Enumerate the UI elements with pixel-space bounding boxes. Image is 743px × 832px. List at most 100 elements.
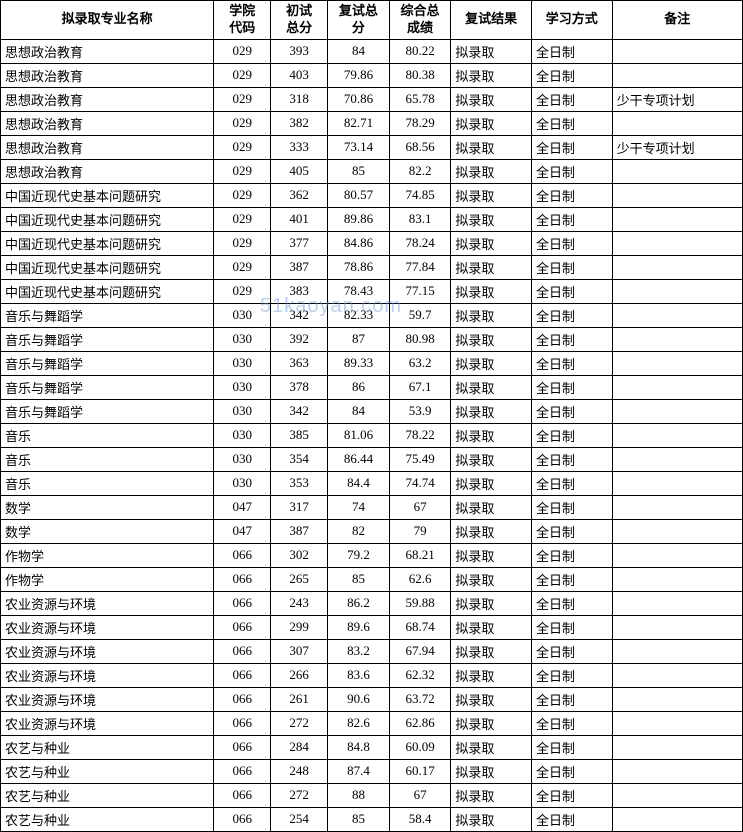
cell-score3: 78.24	[389, 231, 451, 255]
cell-major: 思想政治教育	[1, 135, 214, 159]
cell-remark	[612, 159, 742, 183]
cell-mode: 全日制	[531, 759, 612, 783]
cell-score3: 74.74	[389, 471, 451, 495]
cell-major: 音乐	[1, 447, 214, 471]
cell-mode: 全日制	[531, 591, 612, 615]
cell-remark	[612, 231, 742, 255]
cell-major: 作物学	[1, 567, 214, 591]
cell-score3: 67	[389, 495, 451, 519]
table-row: 思想政治教育02931870.8665.78拟录取全日制少干专项计划	[1, 87, 743, 111]
cell-code: 030	[214, 351, 271, 375]
cell-score1: 318	[271, 87, 328, 111]
cell-mode: 全日制	[531, 39, 612, 63]
table-body: 思想政治教育0293938480.22拟录取全日制思想政治教育02940379.…	[1, 39, 743, 831]
cell-code: 066	[214, 591, 271, 615]
cell-result: 拟录取	[451, 639, 532, 663]
cell-score2: 70.86	[328, 87, 390, 111]
cell-remark	[612, 183, 742, 207]
cell-score1: 385	[271, 423, 328, 447]
cell-score2: 82	[328, 519, 390, 543]
cell-score3: 67.1	[389, 375, 451, 399]
table-row: 农业资源与环境06629989.668.74拟录取全日制	[1, 615, 743, 639]
cell-result: 拟录取	[451, 735, 532, 759]
cell-code: 066	[214, 783, 271, 807]
cell-code: 066	[214, 567, 271, 591]
cell-score3: 63.2	[389, 351, 451, 375]
cell-score2: 84.8	[328, 735, 390, 759]
cell-result: 拟录取	[451, 663, 532, 687]
cell-score1: 405	[271, 159, 328, 183]
cell-result: 拟录取	[451, 495, 532, 519]
cell-result: 拟录取	[451, 279, 532, 303]
table-row: 音乐与舞蹈学0303928780.98拟录取全日制	[1, 327, 743, 351]
cell-result: 拟录取	[451, 159, 532, 183]
cell-result: 拟录取	[451, 615, 532, 639]
cell-score3: 68.56	[389, 135, 451, 159]
cell-mode: 全日制	[531, 711, 612, 735]
cell-score1: 342	[271, 303, 328, 327]
cell-score2: 90.6	[328, 687, 390, 711]
cell-major: 数学	[1, 519, 214, 543]
cell-score1: 342	[271, 399, 328, 423]
table-row: 思想政治教育02933373.1468.56拟录取全日制少干专项计划	[1, 135, 743, 159]
cell-major: 思想政治教育	[1, 159, 214, 183]
cell-score3: 59.7	[389, 303, 451, 327]
cell-score2: 73.14	[328, 135, 390, 159]
cell-code: 066	[214, 759, 271, 783]
cell-remark	[612, 255, 742, 279]
cell-score3: 59.88	[389, 591, 451, 615]
cell-score1: 382	[271, 111, 328, 135]
table-row: 思想政治教育0294058582.2拟录取全日制	[1, 159, 743, 183]
cell-result: 拟录取	[451, 327, 532, 351]
header-code: 学院代码	[214, 1, 271, 40]
cell-mode: 全日制	[531, 807, 612, 831]
cell-score2: 86	[328, 375, 390, 399]
cell-score2: 82.71	[328, 111, 390, 135]
cell-score2: 74	[328, 495, 390, 519]
cell-mode: 全日制	[531, 735, 612, 759]
cell-code: 047	[214, 519, 271, 543]
cell-score2: 87.4	[328, 759, 390, 783]
cell-score3: 62.32	[389, 663, 451, 687]
cell-result: 拟录取	[451, 423, 532, 447]
cell-score2: 78.43	[328, 279, 390, 303]
cell-result: 拟录取	[451, 759, 532, 783]
cell-major: 农艺与种业	[1, 735, 214, 759]
table-row: 农艺与种业0662728867拟录取全日制	[1, 783, 743, 807]
cell-score1: 363	[271, 351, 328, 375]
cell-major: 农艺与种业	[1, 783, 214, 807]
cell-score1: 378	[271, 375, 328, 399]
cell-result: 拟录取	[451, 375, 532, 399]
header-mode: 学习方式	[531, 1, 612, 40]
cell-code: 066	[214, 735, 271, 759]
table-row: 思想政治教育02940379.8680.38拟录取全日制	[1, 63, 743, 87]
table-row: 农业资源与环境06626683.662.32拟录取全日制	[1, 663, 743, 687]
cell-code: 030	[214, 303, 271, 327]
cell-major: 中国近现代史基本问题研究	[1, 183, 214, 207]
cell-code: 030	[214, 375, 271, 399]
cell-score2: 78.86	[328, 255, 390, 279]
cell-result: 拟录取	[451, 543, 532, 567]
cell-score2: 85	[328, 807, 390, 831]
cell-remark	[612, 63, 742, 87]
header-score3: 综合总成绩	[389, 1, 451, 40]
cell-major: 思想政治教育	[1, 39, 214, 63]
header-remark: 备注	[612, 1, 742, 40]
cell-score2: 79.2	[328, 543, 390, 567]
cell-mode: 全日制	[531, 255, 612, 279]
cell-remark	[612, 543, 742, 567]
cell-major: 农业资源与环境	[1, 687, 214, 711]
cell-remark	[612, 639, 742, 663]
cell-mode: 全日制	[531, 519, 612, 543]
cell-major: 农业资源与环境	[1, 615, 214, 639]
cell-major: 数学	[1, 495, 214, 519]
cell-mode: 全日制	[531, 783, 612, 807]
cell-mode: 全日制	[531, 495, 612, 519]
cell-major: 音乐与舞蹈学	[1, 351, 214, 375]
cell-score3: 80.38	[389, 63, 451, 87]
cell-code: 029	[214, 183, 271, 207]
table-row: 音乐与舞蹈学03036389.3363.2拟录取全日制	[1, 351, 743, 375]
cell-result: 拟录取	[451, 471, 532, 495]
cell-score1: 392	[271, 327, 328, 351]
cell-score2: 80.57	[328, 183, 390, 207]
